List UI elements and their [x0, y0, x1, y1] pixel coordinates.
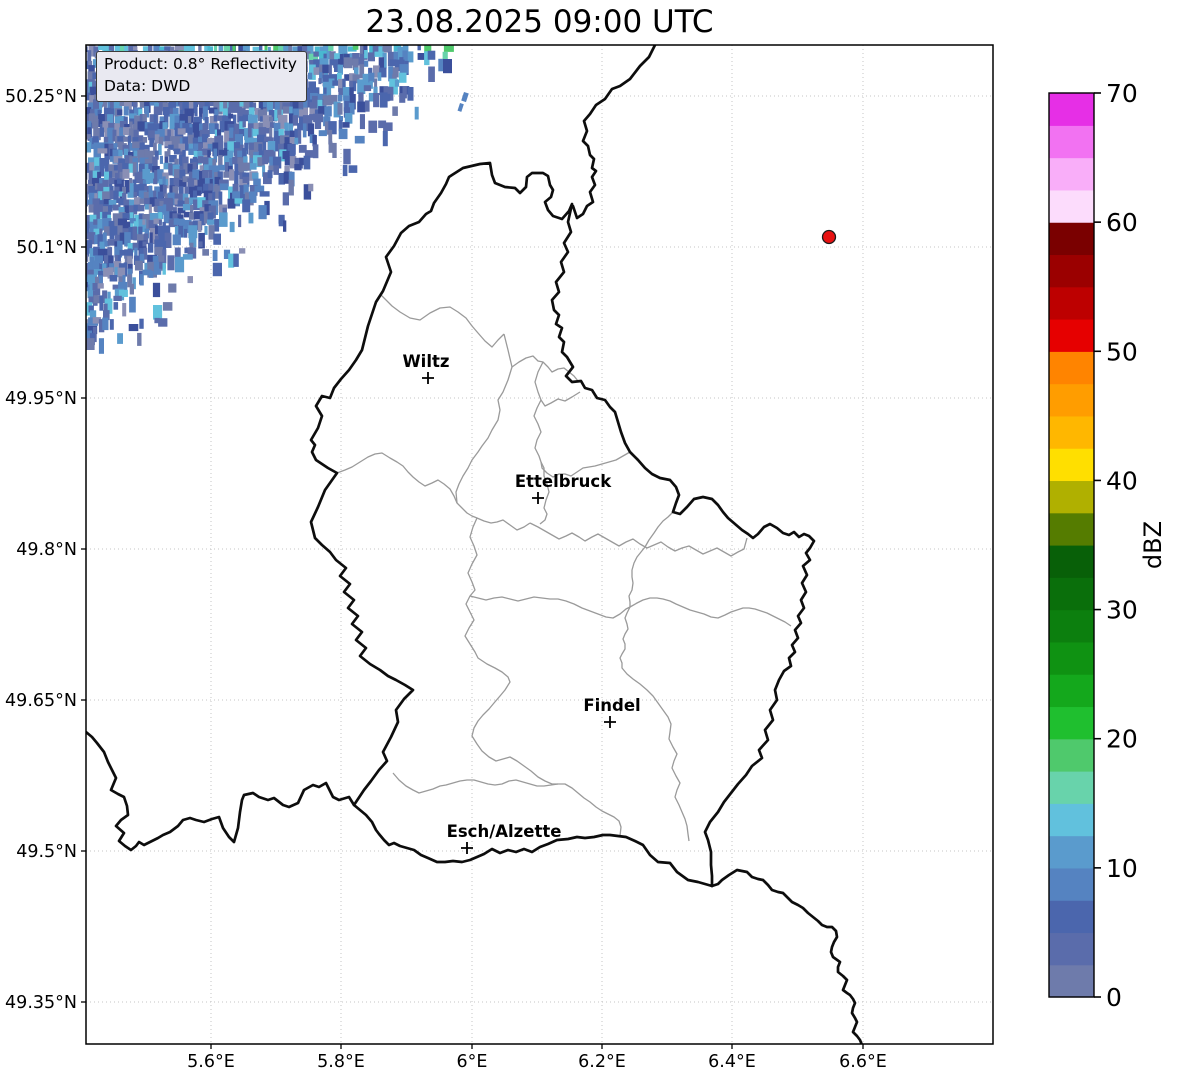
district-border-path [540, 451, 631, 478]
colorbar-band [1049, 609, 1094, 643]
colorbar-tick-label: 30 [1106, 596, 1138, 625]
colorbar-frame [1048, 92, 1095, 998]
colorbar-band [1049, 319, 1094, 352]
city-layer: Wiltz Ettelbruck Findel Esch/Alzette [402, 352, 641, 854]
colorbar-band [1049, 189, 1094, 223]
figure-title: 23.08.2025 09:00 UTC [365, 4, 714, 40]
colorbar-tick-label: 10 [1106, 854, 1138, 883]
district-border-path [619, 511, 690, 842]
colorbar-band [1049, 512, 1094, 546]
district-border-path [464, 517, 558, 785]
city-marker-cross [461, 842, 473, 854]
colorbar-band [1049, 93, 1094, 126]
colorbar-band [1049, 254, 1094, 288]
district-border-path [380, 294, 505, 348]
x-tick-label: 5.8°E [317, 1052, 365, 1072]
grid-layer [86, 45, 993, 1044]
country-border-layer [86, 45, 864, 1044]
district-border-path [336, 452, 531, 531]
city-marker-cross [532, 492, 544, 504]
colorbar-tick-label: 40 [1106, 466, 1138, 495]
colorbar-band [1049, 641, 1094, 675]
y-tick-label: 49.65°N [5, 691, 77, 711]
colorbar-tick-label: 0 [1106, 983, 1122, 1012]
colorbar-tick-label: 60 [1106, 208, 1138, 237]
district-border-path [529, 522, 748, 557]
district-border-path [455, 366, 513, 504]
colorbar-band [1049, 157, 1094, 191]
radar-site-marker [821, 229, 837, 245]
colorbar-band [1049, 803, 1094, 837]
country-border-path [710, 868, 864, 1044]
city-label: Ettelbruck [515, 472, 612, 491]
radar-echo-speck [461, 91, 469, 103]
colorbar-band [1049, 351, 1094, 385]
colorbar-band [1049, 286, 1094, 320]
colorbar-band [1049, 835, 1094, 869]
colorbar-band [1049, 932, 1094, 966]
colorbar-band [1049, 706, 1094, 740]
y-tick-label: 50.1°N [16, 238, 77, 258]
y-tick-label: 49.5°N [16, 842, 77, 862]
colorbar-band [1049, 222, 1094, 256]
colorbar-band [1049, 738, 1094, 772]
colorbar-band [1049, 964, 1094, 998]
city-marker-cross [604, 716, 616, 728]
colorbar-tick-label: 70 [1106, 79, 1138, 108]
country-border-path [86, 730, 356, 852]
city-label: Esch/Alzette [447, 822, 562, 841]
district-border-layer [336, 294, 792, 842]
colorbar-band [1049, 415, 1094, 449]
colorbar-band [1049, 867, 1094, 901]
x-tick-label: 6°E [457, 1052, 488, 1072]
colorbar-band [1049, 577, 1094, 611]
city-label: Findel [583, 696, 640, 715]
product-info-box: Product: 0.8° Reflectivity Data: DWD [96, 51, 307, 103]
district-border-path [503, 333, 581, 382]
district-border-path [392, 772, 622, 837]
y-tick-label: 50.25°N [5, 87, 77, 107]
district-border-path [540, 391, 581, 407]
colorbar-band [1049, 480, 1094, 514]
x-tick-label: 6.2°E [578, 1052, 626, 1072]
colorbar-band [1049, 125, 1094, 159]
district-border-path [469, 595, 792, 627]
district-border-path [533, 361, 550, 525]
colorbar: 0 10 20 30 40 50 60 70 dBZ [1048, 79, 1167, 1012]
x-tick-label: 5.6°E [187, 1052, 235, 1072]
y-tick-label: 49.95°N [5, 389, 77, 409]
colorbar-unit-label: dBZ [1139, 521, 1167, 569]
colorbar-tick-label: 20 [1106, 725, 1138, 754]
x-tick-label: 6.4°E [708, 1052, 756, 1072]
colorbar-band [1049, 674, 1094, 708]
city-label: Wiltz [402, 352, 449, 371]
x-tick-label: 6.6°E [839, 1052, 887, 1072]
colorbar-band [1049, 900, 1094, 934]
radar-echo-speck [457, 102, 464, 112]
product-info-line1: Product: 0.8° Reflectivity [104, 55, 297, 73]
country-border-path [309, 161, 816, 888]
colorbar-band [1049, 383, 1094, 417]
axis-layer: 5.6°E 5.8°E 6°E 6.2°E 6.4°E 6.6°E 50.25°N 50.1°… [5, 87, 887, 1072]
city-marker-cross [422, 372, 434, 384]
product-info-line2: Data: DWD [104, 76, 191, 95]
colorbar-band [1049, 545, 1094, 578]
colorbar-band [1049, 448, 1094, 482]
colorbar-tick-label: 50 [1106, 337, 1138, 366]
colorbar-band [1049, 771, 1094, 804]
plot-frame [85, 44, 994, 1045]
country-border-path [571, 45, 657, 220]
y-tick-label: 49.8°N [16, 540, 77, 560]
y-tick-label: 49.35°N [5, 993, 77, 1013]
